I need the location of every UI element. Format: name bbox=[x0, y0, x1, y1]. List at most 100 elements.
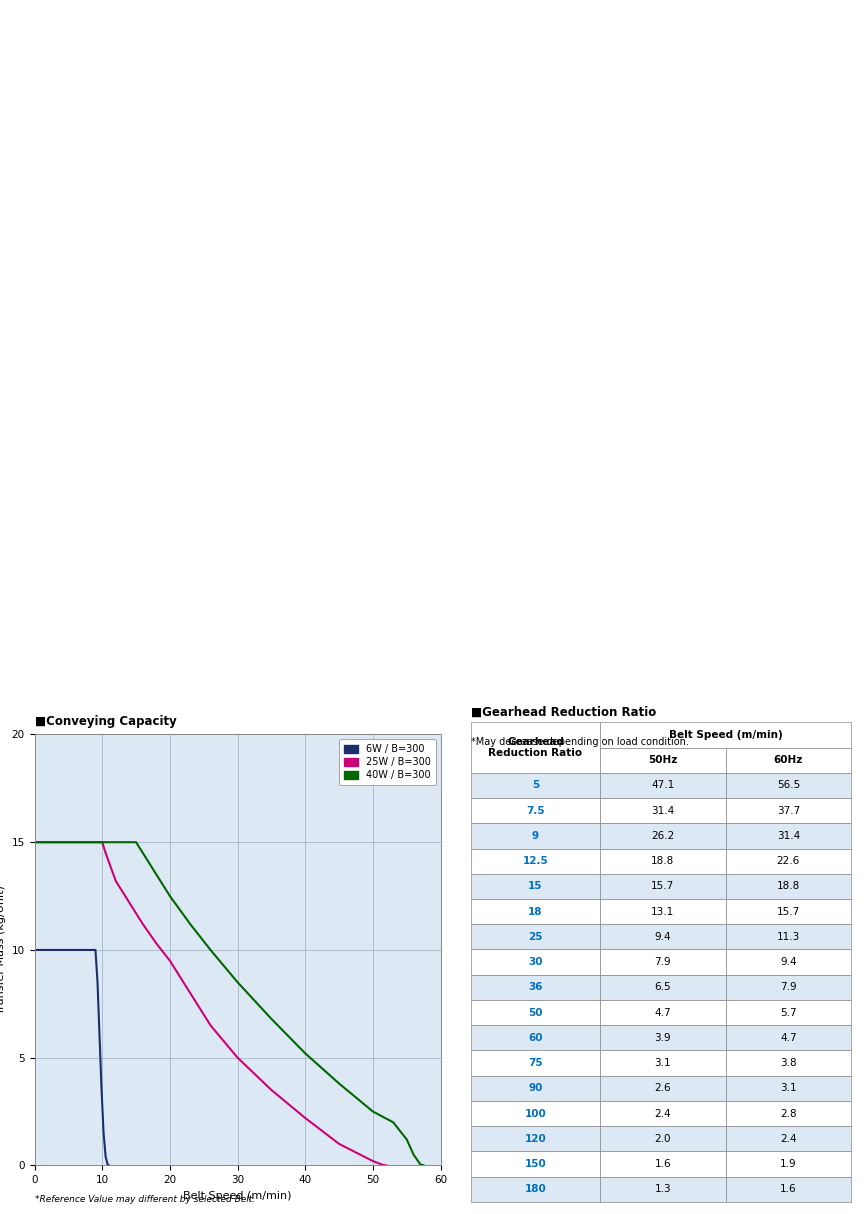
Bar bbox=[726, 773, 851, 798]
Bar bbox=[471, 1076, 600, 1101]
Bar bbox=[471, 1050, 600, 1076]
Text: 2.8: 2.8 bbox=[780, 1108, 797, 1118]
Text: 56.5: 56.5 bbox=[777, 781, 800, 790]
Text: Belt Speed (m/min): Belt Speed (m/min) bbox=[669, 730, 783, 741]
Bar bbox=[726, 874, 851, 900]
Text: *May decrease depending on load condition.: *May decrease depending on load conditio… bbox=[471, 737, 689, 747]
Text: 1.6: 1.6 bbox=[780, 1184, 797, 1195]
Bar bbox=[726, 900, 851, 924]
Text: 60: 60 bbox=[528, 1033, 543, 1043]
Text: 3.1: 3.1 bbox=[655, 1059, 671, 1068]
Bar bbox=[726, 798, 851, 823]
Bar bbox=[471, 1176, 600, 1202]
Text: 2.6: 2.6 bbox=[655, 1083, 671, 1094]
Bar bbox=[471, 1127, 600, 1151]
Bar bbox=[471, 1151, 600, 1176]
Bar bbox=[600, 773, 726, 798]
Text: 3.9: 3.9 bbox=[655, 1033, 671, 1043]
Text: 36: 36 bbox=[528, 982, 543, 992]
Bar bbox=[600, 1176, 726, 1202]
Bar bbox=[471, 949, 600, 975]
Bar bbox=[471, 900, 600, 924]
Bar bbox=[726, 924, 851, 949]
Text: 47.1: 47.1 bbox=[651, 781, 675, 790]
Text: 11.3: 11.3 bbox=[777, 932, 800, 942]
Text: 2.4: 2.4 bbox=[655, 1108, 671, 1118]
Text: 3.1: 3.1 bbox=[780, 1083, 797, 1094]
Legend: 6W / B=300, 25W / B=300, 40W / B=300: 6W / B=300, 25W / B=300, 40W / B=300 bbox=[339, 739, 435, 785]
Bar bbox=[600, 748, 726, 773]
Bar bbox=[600, 924, 726, 949]
Bar bbox=[600, 1025, 726, 1050]
Text: Gearhead
Reduction Ratio: Gearhead Reduction Ratio bbox=[488, 737, 582, 759]
Bar bbox=[726, 1101, 851, 1127]
Bar bbox=[600, 1127, 726, 1151]
Text: 75: 75 bbox=[528, 1059, 543, 1068]
Text: 9: 9 bbox=[532, 830, 539, 841]
Text: 26.2: 26.2 bbox=[651, 830, 675, 841]
Text: 1.6: 1.6 bbox=[655, 1159, 671, 1169]
Bar bbox=[471, 798, 600, 823]
Bar bbox=[471, 722, 600, 773]
Text: 4.7: 4.7 bbox=[655, 1008, 671, 1017]
Bar bbox=[471, 924, 600, 949]
Text: 18.8: 18.8 bbox=[651, 856, 675, 866]
Bar bbox=[726, 975, 851, 1000]
Text: 60Hz: 60Hz bbox=[773, 755, 803, 765]
Text: 30: 30 bbox=[528, 957, 543, 968]
Bar bbox=[600, 1151, 726, 1176]
Text: 90: 90 bbox=[528, 1083, 543, 1094]
Text: 15.7: 15.7 bbox=[777, 907, 800, 917]
Text: 100: 100 bbox=[524, 1108, 546, 1118]
Y-axis label: Transfer Mass (kg/Unit): Transfer Mass (kg/Unit) bbox=[0, 885, 6, 1015]
Text: *Reference Value may different by selected Belt.: *Reference Value may different by select… bbox=[35, 1196, 255, 1204]
Bar bbox=[600, 722, 851, 748]
Text: 120: 120 bbox=[524, 1134, 546, 1144]
Bar bbox=[600, 1000, 726, 1025]
Text: 7.9: 7.9 bbox=[780, 982, 797, 992]
Bar bbox=[726, 748, 851, 773]
Bar bbox=[471, 975, 600, 1000]
Text: 37.7: 37.7 bbox=[777, 806, 800, 816]
Text: 1.3: 1.3 bbox=[655, 1184, 671, 1195]
Text: 31.4: 31.4 bbox=[777, 830, 800, 841]
Bar bbox=[600, 1050, 726, 1076]
Text: 22.6: 22.6 bbox=[777, 856, 800, 866]
Bar bbox=[726, 1000, 851, 1025]
Bar bbox=[726, 1176, 851, 1202]
Text: 5: 5 bbox=[532, 781, 539, 790]
Bar bbox=[600, 1076, 726, 1101]
Bar bbox=[726, 1127, 851, 1151]
Bar bbox=[471, 874, 600, 900]
Text: 9.4: 9.4 bbox=[780, 957, 797, 968]
Text: 15.7: 15.7 bbox=[651, 881, 675, 891]
Bar bbox=[471, 1025, 600, 1050]
Bar bbox=[726, 1076, 851, 1101]
Bar bbox=[471, 1101, 600, 1127]
Text: ■Gearhead Reduction Ratio: ■Gearhead Reduction Ratio bbox=[471, 705, 656, 719]
Text: ■Conveying Capacity: ■Conveying Capacity bbox=[35, 715, 176, 728]
Text: 7.5: 7.5 bbox=[526, 806, 545, 816]
Text: 12.5: 12.5 bbox=[523, 856, 549, 866]
Bar bbox=[600, 874, 726, 900]
Bar bbox=[471, 849, 600, 874]
Text: 18: 18 bbox=[528, 907, 543, 917]
Bar bbox=[600, 949, 726, 975]
Text: 6.5: 6.5 bbox=[655, 982, 671, 992]
Text: 2.4: 2.4 bbox=[780, 1134, 797, 1144]
Text: 7.9: 7.9 bbox=[655, 957, 671, 968]
Bar bbox=[726, 1050, 851, 1076]
Text: 25: 25 bbox=[528, 932, 543, 942]
Text: 3.8: 3.8 bbox=[780, 1059, 797, 1068]
Bar bbox=[471, 773, 600, 798]
X-axis label: Belt Speed (m/min): Belt Speed (m/min) bbox=[183, 1191, 292, 1201]
Text: 18.8: 18.8 bbox=[777, 881, 800, 891]
Text: 13.1: 13.1 bbox=[651, 907, 675, 917]
Text: 9.4: 9.4 bbox=[655, 932, 671, 942]
Text: 5.7: 5.7 bbox=[780, 1008, 797, 1017]
Bar bbox=[600, 849, 726, 874]
Bar bbox=[600, 975, 726, 1000]
Text: 180: 180 bbox=[524, 1184, 546, 1195]
Bar bbox=[726, 823, 851, 849]
Bar bbox=[726, 1151, 851, 1176]
